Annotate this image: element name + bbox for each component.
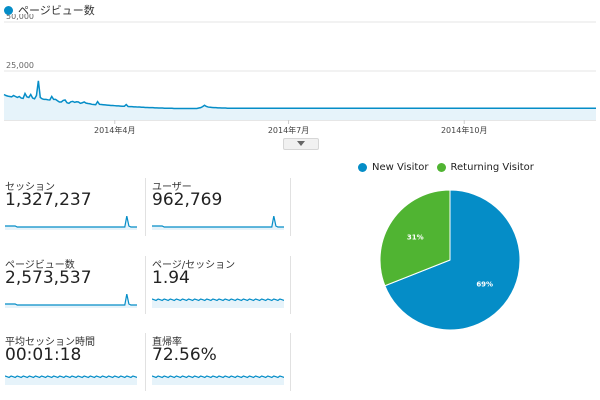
metric-label: ページ/セッション bbox=[152, 260, 236, 271]
metric-value: 00:01:18 bbox=[5, 345, 82, 365]
metric-avg-session-duration[interactable]: 平均セッション時間 00:01:18 bbox=[5, 333, 145, 395]
metric-pages-per-session[interactable]: ページ/セッション 1.94 bbox=[152, 256, 292, 318]
legend-dot bbox=[358, 163, 367, 172]
sparkline-line bbox=[5, 216, 137, 228]
sparkline-line bbox=[5, 294, 137, 306]
metric-label: ページビュー数 bbox=[5, 260, 75, 271]
sparkline-line bbox=[152, 298, 284, 302]
pageviews-area-fill bbox=[4, 80, 596, 120]
metric-value: 962,769 bbox=[152, 190, 223, 210]
metric-divider bbox=[290, 256, 291, 314]
metric-pageviews[interactable]: ページビュー数 2,573,537 bbox=[5, 256, 145, 318]
chart-legend: ページビュー数 bbox=[4, 2, 95, 18]
sparkline bbox=[5, 216, 137, 230]
sparkline-fill bbox=[152, 376, 284, 385]
sparkline-fill bbox=[5, 294, 137, 308]
metric-users[interactable]: ユーザー 962,769 bbox=[152, 178, 292, 240]
visitor-type-pie-chart: 69% 31% bbox=[379, 189, 521, 331]
sparkline bbox=[152, 298, 284, 308]
pageviews-series-line bbox=[3, 80, 596, 110]
sparkline-fill bbox=[5, 216, 137, 230]
legend-item-returning-visitor[interactable]: Returning Visitor bbox=[436, 162, 534, 173]
metric-divider bbox=[145, 256, 146, 314]
sparkline bbox=[5, 375, 137, 385]
legend-label: Returning Visitor bbox=[450, 162, 534, 173]
sparkline-fill bbox=[152, 216, 284, 230]
metric-value: 1.94 bbox=[152, 268, 190, 288]
metric-value: 1,327,237 bbox=[5, 190, 92, 210]
legend-item-new-visitor[interactable]: New Visitor bbox=[358, 162, 429, 173]
metric-divider bbox=[290, 333, 291, 391]
x-tick-label: 2014年7月 bbox=[268, 125, 309, 135]
x-tick-label: 2014年4月 bbox=[94, 125, 135, 135]
pie-slice-label: 31% bbox=[407, 233, 424, 241]
metric-value: 2,573,537 bbox=[5, 268, 92, 288]
pie-slice[interactable] bbox=[384, 189, 521, 331]
pageviews-trend-chart: 50,000 25,000 2014年4月 2014年7月 2014年10月 bbox=[3, 14, 596, 135]
chart-collapse-button[interactable] bbox=[283, 138, 319, 150]
pie-legend: New Visitor Returning Visitor bbox=[358, 162, 542, 173]
pie-slice-label: 69% bbox=[476, 281, 493, 289]
metric-label: 平均セッション時間 bbox=[5, 337, 95, 348]
y-tick-label: 50,000 bbox=[6, 14, 34, 21]
metric-label: 直帰率 bbox=[152, 337, 182, 348]
series-color-dot bbox=[4, 5, 13, 15]
x-tick-label: 2014年10月 bbox=[441, 125, 488, 135]
metric-sessions[interactable]: セッション 1,327,237 bbox=[5, 178, 145, 240]
metric-label: ユーザー bbox=[152, 182, 192, 193]
sparkline-line bbox=[5, 375, 137, 379]
sparkline-fill bbox=[5, 376, 137, 385]
sparkline-line bbox=[152, 216, 284, 228]
sparkline bbox=[5, 294, 137, 308]
legend-label: New Visitor bbox=[372, 162, 429, 173]
metric-value: 72.56% bbox=[152, 345, 217, 365]
metric-divider bbox=[145, 333, 146, 391]
metric-label: セッション bbox=[5, 182, 55, 193]
sparkline bbox=[152, 216, 284, 230]
sparkline-fill bbox=[152, 299, 284, 308]
sparkline-line bbox=[152, 375, 284, 379]
metric-bounce-rate[interactable]: 直帰率 72.56% bbox=[152, 333, 292, 395]
legend-label-pageviews: ページビュー数 bbox=[18, 4, 95, 17]
legend-dot bbox=[436, 163, 446, 172]
pie-slice[interactable] bbox=[379, 189, 451, 287]
y-tick-label: 25,000 bbox=[6, 61, 34, 70]
sparkline bbox=[152, 375, 284, 385]
chevron-down-icon bbox=[297, 141, 305, 146]
metric-divider bbox=[290, 178, 291, 236]
metric-divider bbox=[145, 178, 146, 236]
